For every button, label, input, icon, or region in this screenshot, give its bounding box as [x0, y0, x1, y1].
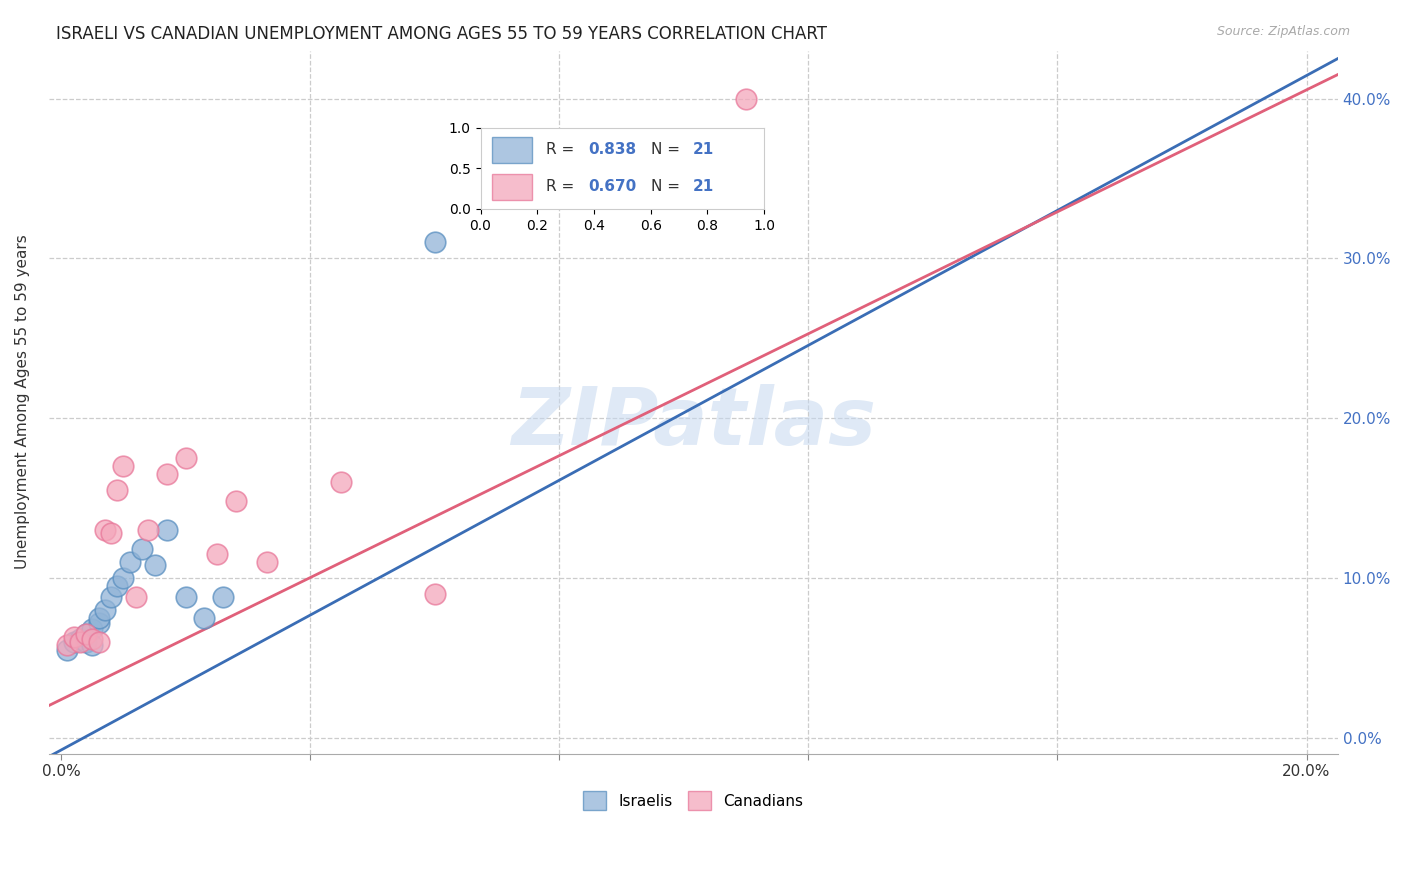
Point	[205, 547, 228, 561]
Point	[112, 571, 135, 585]
Point	[87, 634, 110, 648]
Text: Source: ZipAtlas.com: Source: ZipAtlas.com	[1216, 25, 1350, 38]
Point	[100, 526, 122, 541]
Point	[212, 590, 235, 604]
Point	[75, 626, 97, 640]
Text: ISRAELI VS CANADIAN UNEMPLOYMENT AMONG AGES 55 TO 59 YEARS CORRELATION CHART: ISRAELI VS CANADIAN UNEMPLOYMENT AMONG A…	[56, 25, 827, 43]
Point	[225, 494, 247, 508]
Text: ZIPatlas: ZIPatlas	[510, 384, 876, 462]
Point	[69, 634, 91, 648]
Point	[143, 558, 166, 572]
Point	[82, 638, 104, 652]
Point	[138, 523, 160, 537]
Point	[610, 171, 633, 186]
Legend: Israelis, Canadians: Israelis, Canadians	[578, 785, 810, 816]
Point	[82, 632, 104, 646]
Point	[156, 467, 179, 481]
Point	[62, 630, 84, 644]
Point	[125, 590, 148, 604]
Point	[423, 235, 446, 250]
Point	[105, 483, 128, 497]
Y-axis label: Unemployment Among Ages 55 to 59 years: Unemployment Among Ages 55 to 59 years	[15, 235, 30, 569]
Point	[87, 615, 110, 630]
Point	[105, 579, 128, 593]
Point	[75, 626, 97, 640]
Point	[256, 555, 278, 569]
Point	[423, 587, 446, 601]
Point	[156, 523, 179, 537]
Point	[82, 622, 104, 636]
Point	[174, 590, 197, 604]
Point	[87, 611, 110, 625]
Point	[131, 542, 153, 557]
Point	[330, 475, 353, 489]
Point	[118, 555, 141, 569]
Point	[174, 450, 197, 465]
Point	[62, 634, 84, 648]
Point	[94, 603, 117, 617]
Point	[94, 523, 117, 537]
Point	[56, 642, 79, 657]
Point	[100, 590, 122, 604]
Point	[112, 458, 135, 473]
Point	[69, 632, 91, 646]
Point	[56, 638, 79, 652]
Point	[75, 634, 97, 648]
Point	[735, 92, 758, 106]
Point	[193, 611, 215, 625]
